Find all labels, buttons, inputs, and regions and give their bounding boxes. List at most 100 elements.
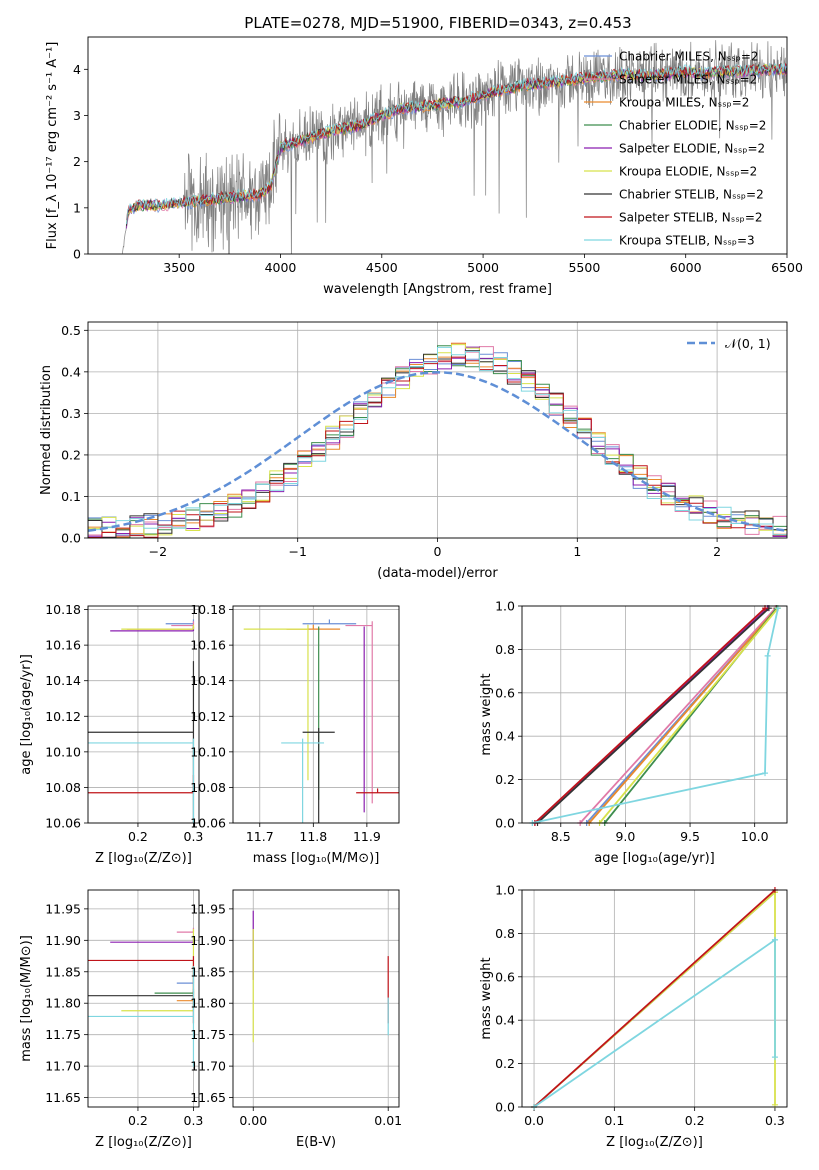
plot-frame bbox=[232, 605, 400, 824]
y-tick-label: 11.65 bbox=[190, 1090, 226, 1105]
x-tick-label: 4000 bbox=[265, 260, 297, 275]
legend-entry: Chabrier ELODIE, Nₛₛₚ=2 bbox=[619, 119, 766, 133]
x-tick-label: 4500 bbox=[366, 260, 398, 275]
y-axis-label: age [log₁₀(age/yr)] bbox=[19, 654, 34, 775]
legend-entry: Salpeter ELODIE, Nₛₛₚ=2 bbox=[619, 142, 765, 156]
age-vs-Z-panel: 0.2 0.3 10.06 10.08 10.10 10.12 10.14 10.16 10.1… bbox=[19, 602, 204, 866]
cumulative-line bbox=[579, 607, 777, 824]
x-tick-label: −2 bbox=[149, 544, 167, 559]
x-tick-label: 0.2 bbox=[128, 829, 148, 844]
x-axis-label: Z [log₁₀(Z/Z⊙)] bbox=[606, 1135, 703, 1150]
mass-vs-ebv-panel: 0.00 0.01 11.65 11.70 11.75 11.80 11.85 11.90 11… bbox=[190, 889, 402, 1150]
y-tick-label: 2 bbox=[73, 154, 81, 169]
model-spectrum-line bbox=[126, 63, 787, 224]
y-tick-label: 0.3 bbox=[61, 406, 81, 421]
y-tick-label: 10.14 bbox=[45, 673, 81, 688]
y-tick-label: 0.8 bbox=[495, 642, 515, 657]
cumulative-line bbox=[598, 607, 779, 824]
x-tick-label: 0.1 bbox=[604, 1113, 624, 1128]
y-tick-label: 0.4 bbox=[61, 364, 81, 379]
y-tick-label: 10.18 bbox=[45, 602, 81, 617]
mass-vs-Z-panel: 0.2 0.3 11.65 11.70 11.75 11.80 11.85 11.90 11.9… bbox=[19, 889, 203, 1150]
y-tick-label: 0.0 bbox=[495, 1100, 515, 1115]
cumulative-line bbox=[533, 938, 776, 1108]
cumulative-line bbox=[588, 607, 778, 824]
y-tick-label: 11.80 bbox=[190, 996, 226, 1011]
x-tick-label: 11.8 bbox=[299, 829, 327, 844]
x-tick-label: −1 bbox=[288, 544, 306, 559]
legend-entry: 𝒩(0, 1) bbox=[725, 336, 771, 351]
x-tick-label: 9.5 bbox=[680, 829, 700, 844]
cumulative-point bbox=[771, 1054, 778, 1061]
x-tick-label: 11.7 bbox=[246, 829, 274, 844]
cumulative-line bbox=[536, 607, 770, 824]
y-tick-label: 0.0 bbox=[61, 531, 81, 546]
x-axis-label: mass [log₁₀(M/M⊙)] bbox=[253, 851, 380, 866]
x-tick-label: 8.5 bbox=[551, 829, 571, 844]
y-tick-label: 0.6 bbox=[495, 685, 515, 700]
x-axis-label: (data-model)/error bbox=[377, 566, 498, 581]
y-tick-label: 0.4 bbox=[495, 729, 515, 744]
errorbar-plot-area bbox=[88, 927, 195, 1067]
y-tick-label: 10.12 bbox=[190, 709, 226, 724]
cumulative-point bbox=[764, 652, 771, 659]
y-tick-label: 10.16 bbox=[45, 638, 81, 653]
plot-frame bbox=[87, 605, 200, 824]
x-tick-label: 0.2 bbox=[128, 1113, 148, 1128]
legend-entry: Kroupa STELIB, Nₛₛₚ=3 bbox=[619, 234, 755, 248]
legend-entry: Salpeter STELIB, Nₛₛₚ=2 bbox=[619, 211, 763, 225]
cum-mass-age-panel: 8.5 9.0 9.5 10.0 0.0 0.2 0.4 0.6 0.8 1.0 age [log₁… bbox=[479, 599, 788, 866]
age-vs-mass-panel: 11.7 11.8 11.9 10.06 10.08 10.10 10.12 10.14 10.… bbox=[190, 602, 400, 866]
x-axis-label: wavelength [Angstrom, rest frame] bbox=[323, 282, 552, 297]
y-tick-label: 1.0 bbox=[495, 599, 515, 614]
x-tick-label: 0.0 bbox=[524, 1113, 544, 1128]
legend-entry: Kroupa MILES, Nₛₛₚ=2 bbox=[619, 96, 749, 110]
y-tick-label: 10.10 bbox=[45, 744, 81, 759]
x-tick-label: 0.3 bbox=[765, 1113, 785, 1128]
x-tick-label: 9.0 bbox=[615, 829, 635, 844]
histogram-step-line bbox=[88, 346, 787, 538]
plot-frame bbox=[232, 889, 400, 1108]
y-tick-label: 11.70 bbox=[45, 1059, 81, 1074]
spectrum-panel: 3500 4000 4500 5000 5500 6000 6500 0 1 2 3 4 wavelen… bbox=[45, 36, 803, 297]
y-tick-label: 10.06 bbox=[190, 816, 226, 831]
y-tick-label: 10.06 bbox=[45, 816, 81, 831]
y-tick-label: 10.18 bbox=[190, 602, 226, 617]
errorbar-plot-area bbox=[88, 619, 195, 823]
cum-mass-Z-panel: 0.0 0.1 0.2 0.3 0.0 0.2 0.4 0.6 0.8 1.0 Z [log₁₀(Z… bbox=[479, 883, 788, 1150]
x-axis-label: age [log₁₀(age/yr)] bbox=[594, 851, 715, 866]
y-tick-label: 11.90 bbox=[190, 933, 226, 948]
y-tick-label: 11.65 bbox=[45, 1090, 81, 1105]
x-tick-label: 0.00 bbox=[239, 1113, 267, 1128]
x-tick-label: 10.0 bbox=[741, 829, 769, 844]
x-tick-label: 0.3 bbox=[184, 829, 204, 844]
y-tick-label: 0.4 bbox=[495, 1013, 515, 1028]
y-tick-label: 1 bbox=[73, 200, 81, 215]
x-tick-label: 0 bbox=[434, 544, 442, 559]
cumulative-plot-area bbox=[531, 887, 778, 1110]
y-tick-label: 10.08 bbox=[190, 780, 226, 795]
x-tick-label: 0.2 bbox=[685, 1113, 705, 1128]
y-tick-label: 3 bbox=[73, 108, 81, 123]
x-tick-label: 11.9 bbox=[353, 829, 381, 844]
y-axis-label: mass weight bbox=[479, 957, 494, 1039]
y-tick-label: 1.0 bbox=[495, 883, 515, 898]
y-tick-label: 0.6 bbox=[495, 969, 515, 984]
y-tick-label: 0.0 bbox=[495, 816, 515, 831]
legend-entry: Kroupa ELODIE, Nₛₛₚ=2 bbox=[619, 165, 757, 179]
y-tick-label: 11.75 bbox=[190, 1027, 226, 1042]
x-tick-label: 5500 bbox=[568, 260, 600, 275]
errorbar-plot-area bbox=[243, 619, 399, 823]
x-tick-label: 6500 bbox=[771, 260, 803, 275]
y-tick-label: 11.85 bbox=[45, 964, 81, 979]
y-tick-label: 11.95 bbox=[190, 901, 226, 916]
y-tick-label: 0.5 bbox=[61, 323, 81, 338]
y-tick-label: 4 bbox=[73, 62, 81, 77]
x-tick-label: 6000 bbox=[670, 260, 702, 275]
gaussian-curve bbox=[88, 371, 787, 532]
y-tick-label: 0.2 bbox=[61, 447, 81, 462]
y-axis-label: mass weight bbox=[479, 673, 494, 755]
legend-entry: Salpeter MILES, Nₛₛₚ=2 bbox=[619, 73, 757, 87]
y-tick-label: 10.12 bbox=[45, 709, 81, 724]
